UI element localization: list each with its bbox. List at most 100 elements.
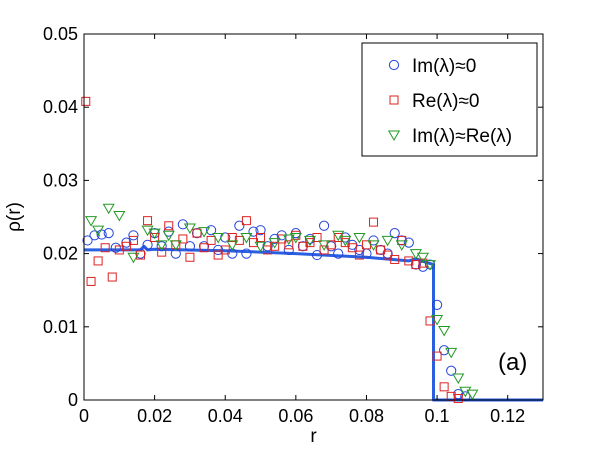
y-axis-label: ρ(r) [4, 202, 25, 232]
data-point [282, 234, 295, 245]
data-point [303, 235, 317, 247]
data-point [240, 232, 253, 244]
data-point [418, 258, 428, 268]
data-point [256, 232, 266, 242]
data-point [453, 389, 464, 400]
data-point [381, 235, 394, 247]
data-point [333, 232, 343, 242]
data-point [340, 238, 350, 248]
data-point [425, 316, 435, 326]
data-point [155, 240, 168, 251]
data-point [143, 216, 153, 226]
data-point [121, 237, 132, 248]
data-point [162, 230, 175, 242]
axes: 0 0.02 0.04 0.06 0.08 0.1 0.12 0 0.01 0.02 0.03 0.0… [4, 24, 544, 447]
legend-marker [388, 59, 400, 71]
data-point [347, 243, 357, 253]
theory-line [84, 244, 543, 402]
data-point [164, 221, 174, 231]
data-point [248, 226, 259, 237]
data-point [445, 347, 458, 359]
data-point [289, 232, 302, 244]
data-point [389, 228, 400, 239]
data-point [220, 245, 230, 255]
data-point [178, 234, 188, 244]
data-point [206, 235, 216, 245]
data-point [304, 233, 316, 245]
data-point [339, 235, 352, 247]
legend-marker [389, 95, 399, 105]
data-point [376, 245, 386, 255]
data-point [416, 252, 430, 264]
data-point [102, 203, 115, 215]
data-point [213, 250, 223, 260]
x-tick-label: 0.06 [278, 406, 313, 426]
data-point [92, 225, 105, 237]
data-point [284, 240, 294, 250]
data-point [192, 228, 202, 238]
x-tick-label: 0.08 [349, 406, 384, 426]
data-point [318, 220, 330, 231]
data-point [148, 228, 161, 240]
data-point [197, 227, 211, 238]
data-point [311, 249, 323, 261]
data-point [84, 216, 98, 227]
data-point [128, 230, 139, 241]
data-point [183, 223, 196, 234]
data-point [157, 247, 167, 257]
x-tick-label: 0.04 [208, 406, 243, 426]
data-point [150, 232, 160, 242]
data-point [367, 240, 380, 251]
data-point [213, 244, 224, 256]
data-point [86, 276, 96, 286]
data-point [395, 240, 408, 251]
data-point [185, 252, 195, 262]
data-point [452, 373, 465, 385]
data-point [241, 248, 252, 259]
data-point [438, 325, 451, 337]
x-tick-label: 0.1 [425, 406, 450, 426]
panel-label: (a) [498, 349, 527, 376]
x-tick-label: 0.12 [490, 406, 525, 426]
series-3 [84, 203, 479, 401]
data-point [432, 351, 442, 361]
data-point [227, 232, 237, 242]
data-point [241, 216, 251, 226]
x-tick-label: 0 [79, 406, 89, 426]
legend-box [361, 42, 538, 157]
legend-entry: Re(λ)≈0 [412, 91, 479, 112]
data-point [135, 250, 145, 260]
data-point [93, 256, 103, 266]
data-markers [81, 96, 479, 404]
data-point [332, 230, 345, 242]
data-point [268, 238, 281, 249]
data-point [234, 220, 245, 231]
data-point [142, 239, 153, 250]
data-point [446, 365, 457, 376]
data-point [431, 299, 443, 310]
data-point [184, 241, 196, 252]
data-point [312, 232, 322, 242]
y-tick-label: 0.02 [43, 244, 78, 264]
data-point [411, 260, 421, 270]
legend-entry: Im(λ)≈0 [412, 56, 476, 77]
y-tick-label: 0.04 [43, 97, 78, 117]
y-tick-label: 0 [68, 390, 78, 410]
data-point [226, 240, 239, 251]
data-point [81, 96, 91, 106]
data-point [113, 211, 126, 222]
data-point [206, 225, 217, 236]
legend-entry: Im(λ)≈Re(λ) [412, 126, 512, 147]
x-tick-label: 0.02 [137, 406, 172, 426]
data-point [199, 243, 209, 253]
data-point [423, 260, 437, 271]
data-point [212, 232, 225, 244]
y-tick-label: 0.01 [43, 317, 78, 337]
data-point [453, 394, 463, 404]
data-point [403, 237, 414, 248]
data-point [333, 248, 344, 259]
y-tick-label: 0.05 [43, 24, 78, 44]
data-point [305, 238, 315, 248]
data-point [354, 250, 364, 260]
